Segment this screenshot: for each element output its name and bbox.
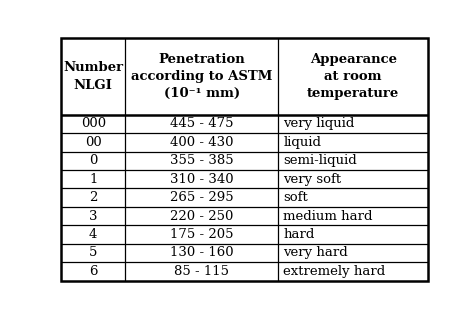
Text: hard: hard <box>283 228 315 241</box>
Text: liquid: liquid <box>283 136 321 149</box>
Text: 85 - 115: 85 - 115 <box>174 265 229 278</box>
Text: 0: 0 <box>89 154 98 167</box>
Text: very hard: very hard <box>283 246 348 260</box>
Text: 1: 1 <box>89 173 98 186</box>
Text: 5: 5 <box>89 246 98 260</box>
Text: 00: 00 <box>85 136 101 149</box>
Text: 3: 3 <box>89 209 98 223</box>
Text: NLGI: NLGI <box>74 79 113 92</box>
Text: Number: Number <box>63 61 123 74</box>
Text: semi-liquid: semi-liquid <box>283 154 357 167</box>
Text: very liquid: very liquid <box>283 117 355 130</box>
Text: (10⁻¹ mm): (10⁻¹ mm) <box>164 88 240 100</box>
Text: extremely hard: extremely hard <box>283 265 385 278</box>
Text: 000: 000 <box>81 117 106 130</box>
Text: 4: 4 <box>89 228 98 241</box>
Text: very soft: very soft <box>283 173 341 186</box>
Text: Appearance: Appearance <box>310 53 397 66</box>
Text: according to ASTM: according to ASTM <box>131 70 272 83</box>
Text: 400 - 430: 400 - 430 <box>170 136 233 149</box>
Text: 220 - 250: 220 - 250 <box>170 209 233 223</box>
Text: 265 - 295: 265 - 295 <box>170 191 233 204</box>
Text: 310 - 340: 310 - 340 <box>170 173 233 186</box>
Text: 2: 2 <box>89 191 98 204</box>
Text: at room: at room <box>324 70 382 83</box>
Text: temperature: temperature <box>307 88 399 100</box>
Text: 6: 6 <box>89 265 98 278</box>
Text: soft: soft <box>283 191 308 204</box>
Text: 175 - 205: 175 - 205 <box>170 228 233 241</box>
Text: 445 - 475: 445 - 475 <box>170 117 233 130</box>
Text: Penetration: Penetration <box>158 53 245 66</box>
Text: 130 - 160: 130 - 160 <box>170 246 233 260</box>
Text: 355 - 385: 355 - 385 <box>170 154 233 167</box>
Text: medium hard: medium hard <box>283 209 373 223</box>
